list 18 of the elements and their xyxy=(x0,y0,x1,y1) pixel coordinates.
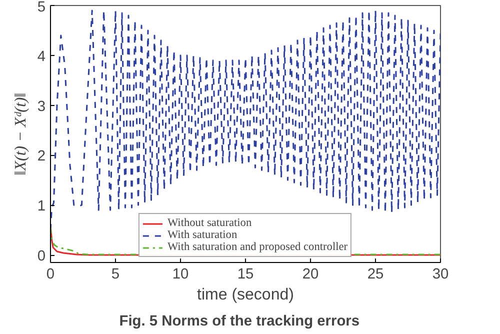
x-tick-label: 10 xyxy=(172,266,189,282)
y-tick-label: 2 xyxy=(37,148,46,165)
y-tick-label: 1 xyxy=(37,198,46,215)
x-axis-title: time (second) xyxy=(197,286,294,304)
x-tick-label: 15 xyxy=(237,266,254,282)
x-tick-label: 25 xyxy=(367,266,384,282)
caption: Fig. 5 Norms of the tracking errors xyxy=(119,314,360,330)
y-tick-label: 3 xyxy=(37,98,46,115)
x-tick-label: 5 xyxy=(111,266,120,282)
y-tick-label: 4 xyxy=(37,48,46,65)
y-axis-title: ‖X(t) − Xᵈ(t)‖ xyxy=(12,92,30,176)
legend-label: Without saturation xyxy=(167,217,252,229)
x-tick-label: 20 xyxy=(302,266,319,282)
x-tick-label: 30 xyxy=(432,266,449,282)
legend-label: With saturation and proposed controller xyxy=(167,241,348,253)
legend-label: With saturation xyxy=(167,229,238,241)
y-tick-label: 5 xyxy=(37,0,46,16)
y-tick-label: 0 xyxy=(37,248,46,265)
